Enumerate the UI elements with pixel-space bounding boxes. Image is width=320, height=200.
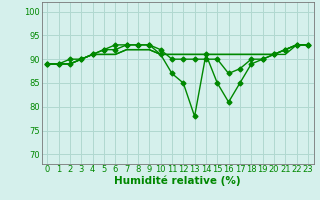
X-axis label: Humidité relative (%): Humidité relative (%) [114,176,241,186]
